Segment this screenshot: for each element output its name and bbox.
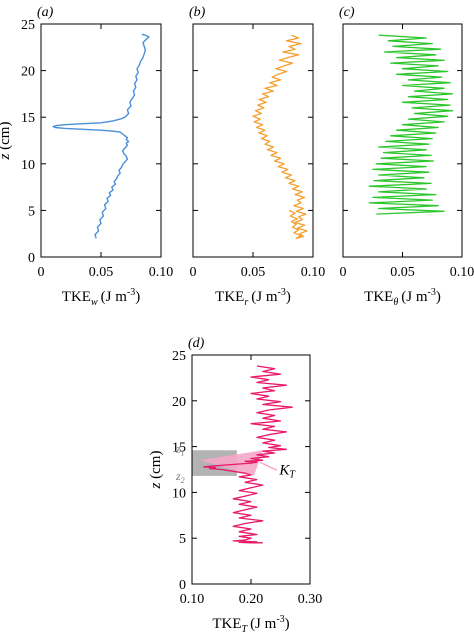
y-tick-label: 20 [21,65,35,80]
panel-label: (c) [339,5,355,20]
x-tick-label: 0.10 [450,265,474,280]
x-axis-label: TKEw (J m-3) [62,287,140,308]
panel-0: 0 0.05 0.10 0 5 10 15 20 25(a) TKEw(J m-3) z (cm) [0,5,173,308]
x-tick-label: 0.20 [239,592,264,607]
panel-3: 0.10 0.20 0.30 0 5 10 15 20 25(d) TKET (J m-3) z (c… [148,336,322,632]
x-tick-label: 0.10 [149,265,174,280]
y-tick-label: 15 [172,441,186,456]
series-line [203,365,293,544]
z1-label: z1 [175,441,185,457]
x-tick-label: 0.10 [180,592,205,607]
kappa-label: KT [278,462,296,480]
x-axis-label: TKEθ (J m-3) [364,287,441,308]
panel-1: 0 0.05 0.10 (b) TKEr (J m-3) [189,5,325,308]
x-axis-label: TKET (J m-3) [212,614,289,632]
series-line [368,34,454,215]
x-tick-label: 0 [38,265,45,280]
x-tick-label: 0 [190,265,197,280]
y-tick-label: 0 [28,251,35,266]
x-tick-label: 0 [340,265,347,280]
x-tick-label: 0.30 [298,592,323,607]
series-line [52,33,150,239]
x-tick-label: 0.05 [89,265,114,280]
y-tick-label: 10 [21,158,35,173]
y-tick-label: 5 [28,204,35,219]
panel-label: (a) [37,5,54,20]
z2-label: z2 [175,469,185,485]
y-tick-label: 25 [172,349,186,364]
y-tick-label: 15 [21,111,35,126]
kappa-area [200,450,263,476]
panel-label: (b) [189,5,206,20]
y-tick-label: 10 [172,486,186,501]
x-tick-label: 0.05 [241,265,266,280]
kappa-pointer [259,461,278,471]
y-tick-label: 0 [179,578,186,593]
x-tick-label: 0.05 [390,265,415,280]
x-tick-label: 0.10 [301,265,326,280]
y-axis-label: z (cm) [0,122,13,161]
y-axis-label: z (cm) [148,451,164,490]
panel-2: 0 0.05 0.10 (c) TKEθ (J m-3) [339,5,474,308]
y-tick-label: 5 [179,532,186,547]
series-line [252,34,308,240]
y-tick-label: 25 [21,18,35,33]
x-axis-label: TKEr (J m-3) [215,287,291,308]
panel-label: (d) [188,336,205,351]
y-tick-label: 20 [172,395,186,410]
